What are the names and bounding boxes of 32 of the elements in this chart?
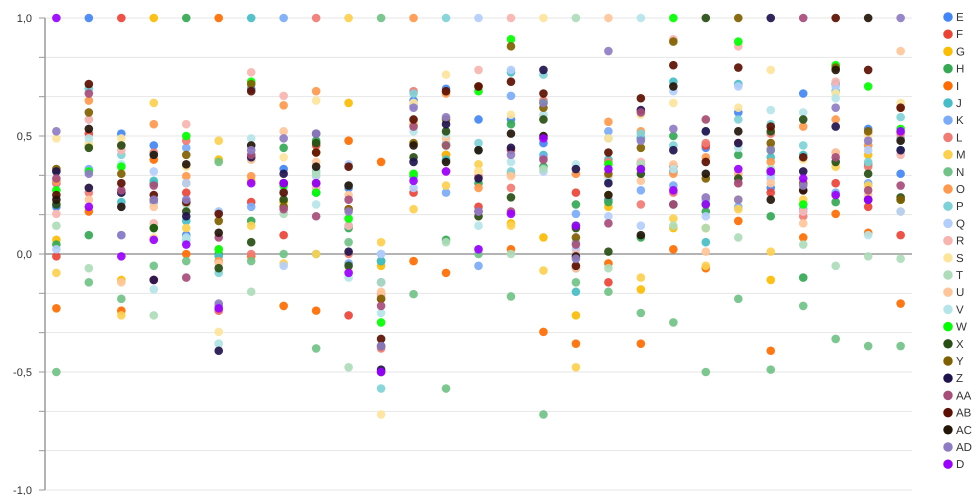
y-tick-label: 0,0 bbox=[16, 248, 32, 261]
legend-label: V bbox=[956, 304, 964, 316]
legend-label: D bbox=[956, 459, 964, 472]
legend-label: AB bbox=[956, 408, 972, 420]
legend-label: S bbox=[956, 252, 964, 265]
legend-label: I bbox=[956, 80, 960, 93]
legend-label: E bbox=[956, 12, 964, 24]
legend-label: AA bbox=[956, 390, 972, 402]
legend-label: R bbox=[956, 236, 964, 248]
legend-label: H bbox=[956, 64, 964, 76]
y-tick-label: 0,5 bbox=[16, 130, 32, 143]
y-tick-label: 1,0 bbox=[16, 12, 32, 25]
legend-label: Y bbox=[956, 356, 964, 368]
legend-label: G bbox=[956, 46, 965, 58]
legend-label: Z bbox=[956, 373, 964, 386]
legend-label: O bbox=[956, 184, 965, 196]
legend-label: J bbox=[956, 98, 962, 110]
y-tick-label: -0,5 bbox=[13, 366, 32, 379]
legend-label: M bbox=[956, 150, 966, 162]
legend-label: P bbox=[956, 201, 964, 214]
legend-label: L bbox=[956, 132, 963, 144]
legend-label: U bbox=[956, 287, 964, 300]
y-tick-label: -1,0 bbox=[13, 484, 32, 495]
legend-label: W bbox=[956, 322, 967, 334]
legend-label: X bbox=[956, 338, 964, 351]
legend-label: AD bbox=[956, 442, 972, 454]
legend-label: F bbox=[956, 29, 964, 42]
legend-label: K bbox=[956, 115, 964, 128]
legend-label: T bbox=[956, 270, 964, 282]
legend-label: N bbox=[956, 166, 964, 179]
legend-label: Q bbox=[956, 218, 965, 230]
legend-label: AC bbox=[956, 424, 972, 437]
